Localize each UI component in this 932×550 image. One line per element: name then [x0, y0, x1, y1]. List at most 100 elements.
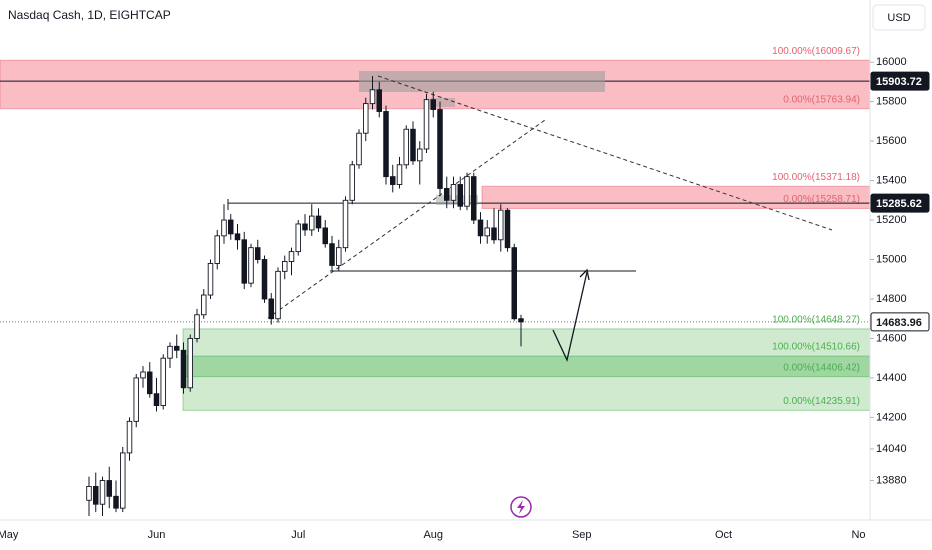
candle-body — [207, 263, 214, 296]
candle-body — [423, 99, 430, 150]
candle-body — [254, 247, 261, 260]
zone-label: 100.00%(14510.66) — [772, 342, 860, 353]
zone-label: 100.00%(16009.67) — [772, 46, 860, 57]
y-tick-label: 15200 — [876, 214, 907, 226]
zone-label: 0.00%(14406.42) — [783, 362, 860, 373]
x-tick-label: Sep — [572, 529, 592, 541]
y-tick-label: 14040 — [876, 443, 907, 455]
candle-body — [160, 357, 166, 406]
candle-body — [410, 128, 416, 162]
x-tick-label: Jun — [148, 529, 166, 541]
zone-label: 0.00%(14235.91) — [783, 396, 860, 407]
zone-label: 0.00%(15763.94) — [783, 94, 860, 105]
highlight-box — [436, 195, 478, 205]
trend-line — [377, 75, 833, 231]
candle-body — [383, 111, 389, 178]
candle-body — [457, 184, 464, 207]
candle-body — [86, 486, 92, 501]
price-tag-label: 14683.96 — [876, 317, 922, 329]
x-tick-label: No — [851, 529, 865, 541]
candle-layer — [86, 75, 524, 517]
candle-body — [221, 219, 227, 237]
candle-body — [234, 233, 241, 241]
candle-body — [214, 235, 220, 264]
candle-body — [336, 247, 342, 266]
candle-body — [464, 176, 470, 207]
event-icon-bolt — [517, 500, 525, 514]
y-tick-label: 15000 — [876, 253, 907, 265]
x-tick-label: Jul — [291, 529, 305, 541]
trend-line — [267, 119, 546, 319]
candle-body — [146, 371, 153, 395]
candle-body — [491, 227, 497, 241]
y-tick-label: 13880 — [876, 474, 907, 486]
candle-body — [302, 223, 308, 231]
candle-body — [342, 199, 349, 249]
zone-layer: 100.00%(16009.67) 0.00%(15763.94) 100.00%(… — [0, 46, 871, 411]
candle-body — [450, 184, 457, 201]
candle-body — [153, 393, 160, 406]
zone-label: 100.00%(14648.27) — [772, 315, 860, 326]
candle-body — [484, 227, 491, 237]
candle-body — [194, 314, 200, 339]
candle-body — [241, 239, 247, 284]
zone-label: 100.00%(15371.18) — [772, 172, 860, 183]
candle-body — [471, 176, 477, 221]
y-tick-label: 14400 — [876, 372, 907, 384]
candle-body — [315, 215, 322, 229]
candle-body — [187, 337, 193, 389]
currency-label: USD — [887, 12, 910, 24]
candle-body — [396, 164, 403, 185]
candle-body — [437, 109, 443, 189]
price-tag-label: 15285.62 — [876, 198, 922, 210]
candle-body — [430, 99, 437, 110]
price-tag — [870, 71, 930, 91]
candle-body — [99, 480, 106, 505]
candle-body — [92, 486, 99, 505]
y-tick-label: 14800 — [876, 293, 907, 305]
y-tick-label: 16000 — [876, 56, 907, 68]
x-tick-label: May — [0, 529, 19, 541]
candle-body — [200, 294, 207, 316]
projection-arrow — [552, 271, 588, 362]
candle-body — [167, 345, 173, 359]
candle-body — [288, 251, 295, 262]
candle-body — [518, 318, 524, 323]
candle-body — [227, 219, 234, 235]
candle-body — [376, 89, 383, 112]
candle-body — [180, 349, 187, 389]
zone — [182, 355, 871, 378]
zone-label: 0.00%(15258.71) — [783, 194, 860, 205]
candle-body — [322, 227, 329, 245]
candle-body — [349, 164, 356, 201]
y-tick-label: 15800 — [876, 96, 907, 108]
candle-body — [369, 89, 376, 105]
x-tick-label: Aug — [423, 529, 443, 541]
candle-body — [511, 247, 518, 320]
y-tick-label: 14600 — [876, 332, 907, 344]
y-tick-label: 15400 — [876, 174, 907, 186]
candle-body — [261, 259, 268, 300]
candle-body — [477, 219, 484, 237]
candle-body — [173, 345, 180, 351]
candle-body — [133, 377, 139, 422]
candle-body — [106, 480, 112, 497]
candle-body — [282, 261, 288, 272]
candle-body — [403, 128, 410, 166]
y-tick-label: 14200 — [876, 411, 907, 423]
candle-body — [275, 270, 281, 320]
candle-body — [444, 188, 450, 201]
candle-body — [417, 148, 423, 162]
candle-body — [126, 420, 133, 454]
candle-body — [119, 452, 126, 509]
candle-body — [329, 243, 335, 266]
candle-body — [498, 209, 504, 241]
candle-body — [113, 495, 119, 509]
currency-button[interactable] — [872, 4, 926, 31]
price-tag — [870, 193, 930, 213]
candle-body — [390, 176, 396, 185]
candle-body — [363, 103, 369, 134]
arrow-head — [579, 268, 590, 281]
candle-body — [248, 247, 254, 284]
